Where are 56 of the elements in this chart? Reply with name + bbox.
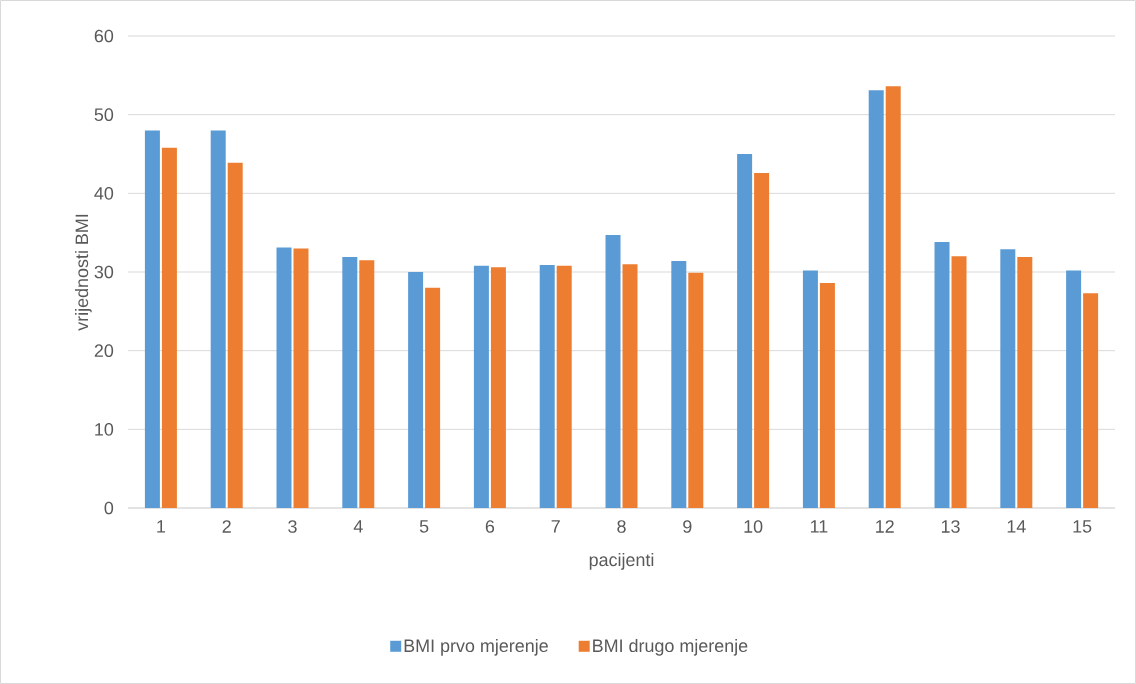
x-tick-label: 5 bbox=[419, 520, 429, 533]
bar bbox=[688, 272, 704, 508]
x-tick-label: 3 bbox=[288, 520, 297, 533]
y-tick-label: 30 bbox=[94, 265, 114, 279]
bar bbox=[671, 260, 687, 508]
legend-label: BMI drugo mjerenje bbox=[593, 638, 748, 656]
y-axis-title: vrijednosti BMI bbox=[75, 214, 92, 331]
bar bbox=[342, 257, 358, 508]
legend-label: BMI prvo mjerenje bbox=[404, 638, 548, 656]
bar bbox=[161, 147, 177, 508]
bar bbox=[1017, 257, 1033, 508]
bar bbox=[934, 242, 950, 508]
x-tick-label: 4 bbox=[353, 520, 363, 533]
y-tick-label: 10 bbox=[95, 422, 114, 436]
bar bbox=[210, 130, 226, 508]
bar bbox=[556, 265, 572, 508]
x-tick-label: 2 bbox=[222, 520, 231, 533]
bar bbox=[1083, 293, 1099, 508]
bar bbox=[1000, 249, 1016, 508]
x-axis-title: pacijenti bbox=[589, 553, 654, 570]
x-tick-label: 10 bbox=[744, 520, 763, 533]
x-tick-label: 9 bbox=[683, 520, 692, 533]
y-tick-label: 50 bbox=[94, 108, 114, 122]
bar bbox=[490, 267, 506, 508]
bar bbox=[819, 283, 835, 508]
x-tick-label: 12 bbox=[876, 520, 894, 533]
bar bbox=[144, 130, 160, 508]
x-tick-label: 11 bbox=[810, 520, 828, 533]
x-tick-label: 14 bbox=[1007, 520, 1026, 533]
bar bbox=[539, 264, 555, 508]
bar bbox=[293, 248, 309, 508]
y-tick-label: 60 bbox=[94, 29, 114, 43]
bar bbox=[1066, 270, 1082, 508]
bar bbox=[951, 256, 967, 508]
bar bbox=[885, 86, 901, 508]
bar bbox=[868, 90, 884, 508]
x-tick-label: 15 bbox=[1073, 520, 1092, 533]
bar bbox=[802, 270, 818, 508]
x-tick-label: 6 bbox=[485, 520, 495, 533]
x-tick-label: 8 bbox=[617, 520, 626, 533]
x-tick-label: 1 bbox=[157, 520, 166, 533]
bar bbox=[473, 265, 489, 508]
bar bbox=[408, 272, 424, 508]
bar bbox=[425, 287, 441, 508]
bar bbox=[605, 235, 621, 508]
y-tick-label: 40 bbox=[94, 186, 114, 200]
x-tick-label: 13 bbox=[941, 520, 960, 533]
bar bbox=[622, 264, 638, 508]
bar bbox=[737, 154, 753, 508]
x-tick-label: 7 bbox=[551, 520, 560, 533]
bar bbox=[276, 247, 292, 508]
y-tick-label: 0 bbox=[104, 501, 114, 515]
y-tick-label: 20 bbox=[94, 344, 114, 358]
bar bbox=[227, 162, 243, 508]
bar bbox=[359, 260, 375, 508]
bar bbox=[754, 172, 770, 508]
